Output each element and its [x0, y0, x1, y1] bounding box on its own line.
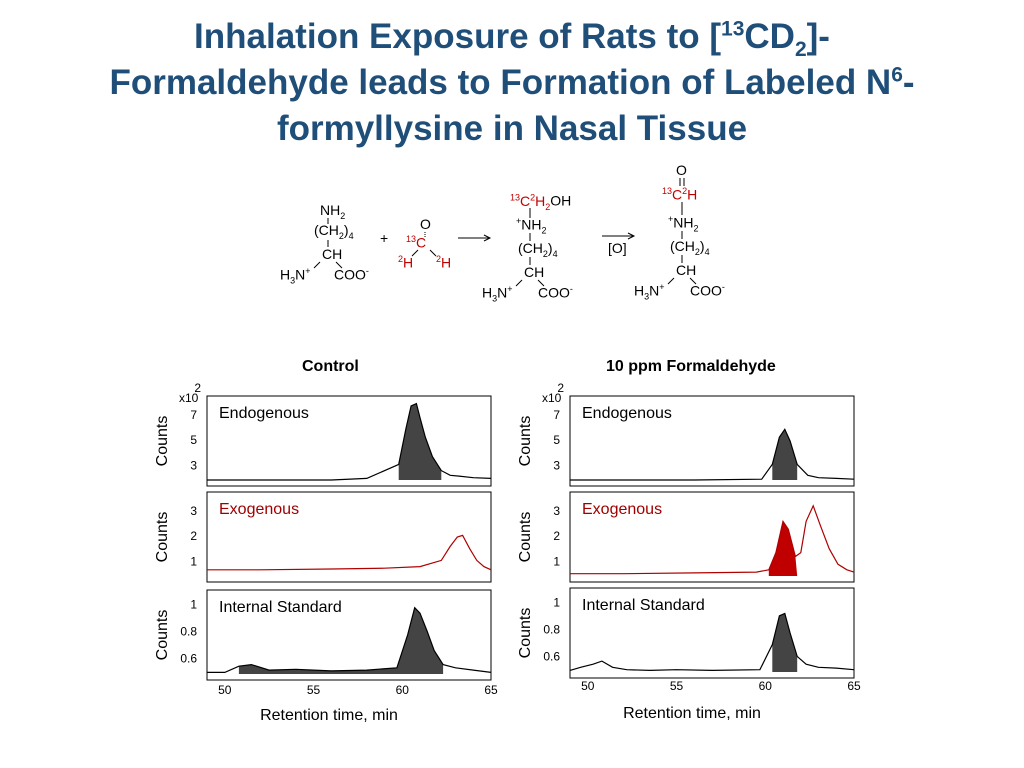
scale-exponent: 2	[194, 381, 201, 395]
y-axis-label: Counts	[154, 416, 171, 467]
y-tick-label: 1	[190, 598, 197, 612]
x-tick-label: 60	[396, 683, 410, 697]
peak-fill	[768, 521, 798, 576]
bond	[411, 249, 419, 257]
lysine-ch2: (CH2)4	[314, 222, 354, 241]
scale-label: x10	[179, 391, 199, 405]
intermediate-h3n: H3N+	[482, 284, 513, 304]
panel-label: Endogenous	[582, 405, 672, 422]
lysine-ch: CH	[322, 246, 343, 262]
x-tick-label: 65	[484, 683, 498, 697]
intermediate-top: 13C2H2OH	[510, 192, 572, 212]
bond	[429, 249, 437, 257]
x-tick-label: 60	[759, 679, 773, 693]
series-line	[207, 606, 492, 673]
lysine-coo: COO-	[334, 266, 369, 283]
oxidation-label: [O]	[608, 240, 627, 256]
intermediate-ch: CH	[524, 264, 545, 280]
peak-fill	[772, 429, 798, 480]
bond	[537, 279, 545, 287]
y-axis-label: Counts	[154, 512, 171, 563]
product-o: O	[676, 162, 687, 178]
y-tick-label: 5	[553, 433, 560, 447]
series-line	[207, 402, 492, 481]
y-tick-label: 0.6	[180, 652, 197, 666]
y-tick-label: 7	[190, 408, 197, 422]
bond	[313, 261, 321, 269]
panel-frame	[206, 589, 492, 681]
panel-frame	[569, 491, 855, 583]
series-line	[570, 428, 855, 481]
panel-frame	[206, 395, 492, 487]
scale-label: x10	[542, 391, 562, 405]
y-tick-label: 3	[190, 458, 197, 472]
y-tick-label: 3	[553, 504, 560, 518]
lysine-h3n: H3N+	[280, 266, 311, 286]
x-tick-label: 55	[670, 679, 684, 693]
scale-exponent: 2	[557, 381, 564, 395]
chart-title-control: Control	[302, 358, 359, 375]
formaldehyde-c: 13C	[406, 234, 427, 251]
bond	[515, 279, 523, 287]
x-axis-label: Retention time, min	[260, 707, 398, 724]
page-title: Inhalation Exposure of Rats to [13CD2]- …	[109, 17, 915, 148]
x-axis-label: Retention time, min	[623, 705, 761, 722]
product-ch: CH	[676, 262, 697, 278]
x-tick-label: 55	[307, 683, 321, 697]
lysine-nh2: NH2	[320, 202, 346, 221]
product-coo: COO-	[690, 282, 725, 299]
series-line	[569, 612, 855, 672]
y-tick-label: 1	[190, 554, 197, 568]
peak-fill	[772, 613, 798, 672]
y-tick-label: 0.6	[543, 650, 560, 664]
series-line	[570, 504, 855, 575]
y-tick-label: 3	[553, 458, 560, 472]
y-tick-label: 1	[553, 554, 560, 568]
intermediate-nh2: +NH2	[516, 216, 547, 236]
y-tick-label: 3	[190, 504, 197, 518]
intermediate-coo: COO-	[538, 284, 573, 301]
plus-sign: +	[380, 230, 389, 246]
chromatogram-figure: EndogenousCounts753x102ExogenousCounts32…	[154, 381, 861, 724]
y-tick-label: 0.8	[543, 623, 560, 637]
panel-label: Internal Standard	[219, 599, 342, 616]
product-nh2: +NH2	[668, 214, 699, 234]
y-axis-label: Counts	[517, 416, 534, 467]
x-tick-label: 50	[218, 683, 232, 697]
arrow-head	[627, 232, 636, 240]
panel-frame	[206, 491, 492, 583]
y-tick-label: 2	[553, 529, 560, 543]
panel-label: Endogenous	[219, 405, 309, 422]
x-tick-label: 65	[847, 679, 861, 693]
y-tick-label: 7	[553, 408, 560, 422]
chart-title-10ppm: 10 ppm Formaldehyde	[606, 358, 776, 375]
y-tick-label: 5	[190, 433, 197, 447]
bond	[689, 277, 697, 285]
y-tick-label: 0.8	[180, 625, 197, 639]
scheme-bonds	[313, 178, 697, 287]
product-ch2: (CH2)4	[670, 238, 710, 257]
y-axis-label: Counts	[154, 610, 171, 661]
panel-label: Exogenous	[219, 501, 299, 518]
formaldehyde-o: O	[420, 216, 431, 232]
panel-frame	[569, 587, 855, 679]
formaldehyde-h-left: 2H	[398, 254, 414, 271]
series-line	[207, 534, 492, 571]
peak-fill	[398, 403, 442, 480]
bond	[335, 261, 343, 269]
panel-frame	[569, 395, 855, 487]
product-h3n: H3N+	[634, 282, 665, 302]
intermediate-ch2: (CH2)4	[518, 240, 558, 259]
y-axis-label: Counts	[517, 608, 534, 659]
formaldehyde-h-right: 2H	[436, 254, 452, 271]
y-axis-label: Counts	[517, 512, 534, 563]
panel-label: Exogenous	[582, 501, 662, 518]
y-tick-label: 2	[190, 529, 197, 543]
bond	[667, 277, 675, 285]
x-tick-label: 50	[581, 679, 595, 693]
arrow-head	[483, 234, 492, 242]
panel-label: Internal Standard	[582, 597, 705, 614]
product-formyl: 13C2H	[662, 186, 698, 203]
y-tick-label: 1	[553, 596, 560, 610]
